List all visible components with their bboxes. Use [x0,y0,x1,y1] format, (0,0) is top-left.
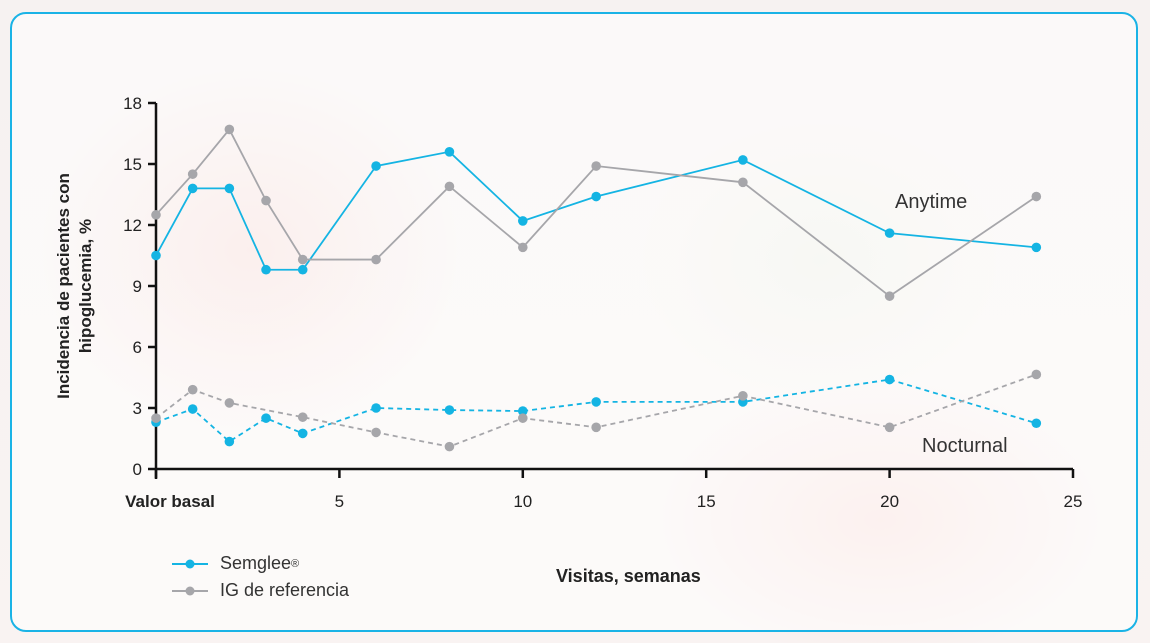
data-point-ig-de-referencia-nocturnal [151,413,161,423]
registered-mark: ® [291,557,300,570]
data-point-ig-de-referencia-anytime [884,291,895,301]
data-point-semglee-anytime [591,191,601,202]
x-tick-label: 5 [335,492,344,511]
legend-item-ig-referencia: IG de referencia [172,577,349,604]
data-point-semglee-anytime [187,183,198,194]
data-point-ig-de-referencia-anytime [444,181,455,192]
y-axis-label-line1: Incidencia de pacientes con [54,173,73,399]
y-tick-label: 15 [123,155,142,174]
data-point-ig-de-referencia-anytime [151,210,161,220]
y-tick-label: 18 [123,94,142,113]
data-point-ig-de-referencia-anytime [224,124,235,135]
data-point-semglee-nocturnal [261,413,271,423]
data-point-ig-de-referencia-nocturnal [518,413,528,423]
y-tick-label: 3 [133,399,142,418]
chart-frame [10,12,1138,632]
x-axis-label: Visitas, semanas [556,566,701,586]
x-tick-label: 10 [513,492,532,511]
data-point-ig-de-referencia-nocturnal [224,398,235,408]
data-point-ig-de-referencia-nocturnal [297,412,308,422]
data-point-semglee-nocturnal [1031,418,1042,429]
legend-label-semglee: Semglee [220,553,292,573]
data-point-semglee-nocturnal [884,374,895,385]
data-point-ig-de-referencia-anytime [371,254,381,265]
y-axis-label-line2: hipoglucemia, % [76,218,95,354]
annotation-nocturnal: Nocturnal [922,435,1008,457]
series-line-semglee-nocturnal [155,378,1037,443]
data-point-ig-de-referencia-nocturnal [187,384,198,395]
annotation-anytime: Anytime [895,191,968,213]
x-tick-label: 15 [697,492,716,511]
data-point-ig-de-referencia-nocturnal [371,427,381,438]
data-point-ig-de-referencia-nocturnal [1031,369,1042,380]
data-point-semglee-nocturnal [297,428,308,439]
series-line-ig-de-referencia-nocturnal [155,373,1037,448]
data-point-ig-de-referencia-anytime [297,254,308,265]
legend-label-ig-referencia: IG de referencia [220,580,350,600]
data-point-ig-de-referencia-anytime [261,195,271,206]
data-point-semglee-anytime [297,264,308,275]
x-tick-label: Valor basal [125,492,215,511]
data-point-ig-de-referencia-anytime [1031,191,1042,202]
data-point-ig-de-referencia-nocturnal [444,441,455,452]
data-point-semglee-anytime [261,264,271,275]
data-point-ig-de-referencia-anytime [591,161,601,171]
data-point-ig-de-referencia-anytime [518,242,528,253]
data-point-semglee-anytime [151,250,161,261]
legend-marker-semglee [172,559,208,568]
data-point-semglee-anytime [224,183,235,194]
data-point-semglee-anytime [1031,242,1042,253]
legend: Semglee ® IG de referencia [172,550,349,604]
series-line-semglee-anytime [155,150,1037,271]
y-tick-label: 6 [133,338,142,357]
legend-item-semglee: Semglee ® [172,550,349,577]
y-tick-label: 9 [133,277,142,296]
data-point-semglee-nocturnal [444,405,455,415]
data-point-semglee-anytime [884,228,895,238]
y-axis-label: Incidencia de pacientes con hipoglucemia… [53,173,97,399]
y-tick-label: 0 [133,460,142,479]
data-point-semglee-nocturnal [518,406,528,416]
data-point-ig-de-referencia-nocturnal [738,391,748,401]
x-tick-label: 20 [880,492,899,511]
data-point-semglee-nocturnal [187,404,198,414]
series-line-ig-de-referencia-anytime [155,127,1037,298]
data-point-ig-de-referencia-nocturnal [591,422,601,433]
data-point-semglee-anytime [738,155,748,165]
legend-marker-ig-referencia [172,586,208,595]
data-point-semglee-nocturnal [224,436,235,447]
y-tick-label: 12 [123,216,142,235]
data-point-semglee-anytime [518,216,528,226]
data-point-ig-de-referencia-anytime [738,177,748,188]
data-point-ig-de-referencia-anytime [187,169,198,179]
data-point-semglee-nocturnal [591,397,601,407]
data-point-ig-de-referencia-nocturnal [884,422,895,433]
data-point-semglee-nocturnal [371,403,381,413]
data-point-semglee-anytime [371,161,381,171]
data-point-semglee-anytime [444,147,455,157]
x-tick-label: 25 [1064,492,1083,511]
